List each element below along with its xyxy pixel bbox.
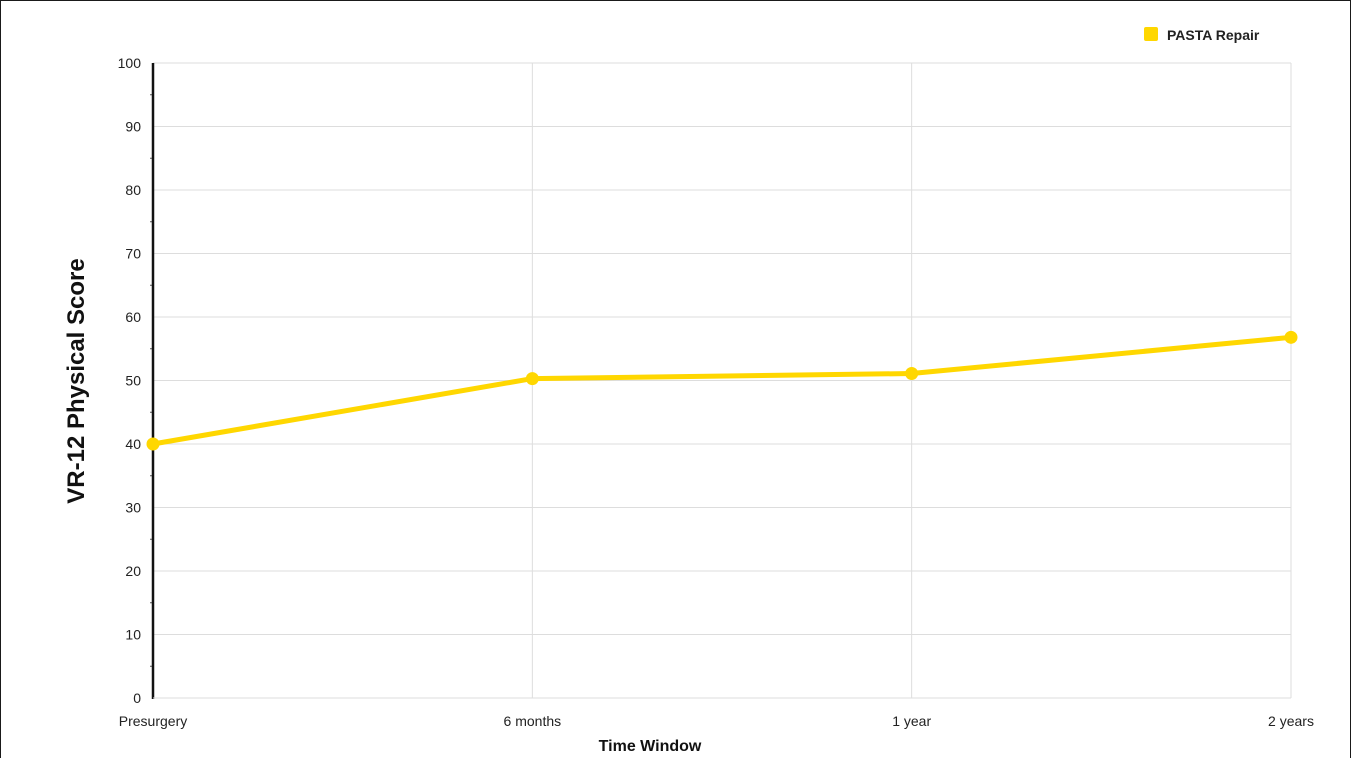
data-point-0[interactable]	[146, 437, 160, 451]
x-tick-label-0: Presurgery	[119, 713, 187, 729]
y-tick-label-60: 60	[125, 309, 141, 325]
gridlines	[153, 62, 1292, 698]
y-tick-label-30: 30	[125, 500, 141, 516]
y-tick-label-0: 0	[133, 690, 141, 706]
data-point-3[interactable]	[1284, 330, 1298, 344]
legend-label-pasta-repair: PASTA Repair	[1167, 27, 1260, 43]
y-tick-label-80: 80	[125, 182, 141, 198]
y-axis-title: VR-12 Physical Score	[63, 258, 90, 503]
y-tick-label-100: 100	[118, 55, 142, 71]
series-layer	[146, 330, 1298, 451]
data-point-1[interactable]	[525, 372, 539, 386]
legend-swatch	[1144, 27, 1158, 41]
series-line-0	[150, 334, 1294, 447]
y-tick-label-90: 90	[125, 119, 141, 135]
y-tick-label-20: 20	[125, 563, 141, 579]
y-axis: 0 10 20 30 40 50 60 70 80 90 100	[118, 55, 155, 706]
legend: PASTA Repair	[1144, 27, 1260, 43]
y-tick-label-70: 70	[125, 246, 141, 262]
x-axis-title: Time Window	[599, 738, 702, 755]
y-tick-label-40: 40	[125, 436, 141, 452]
x-tick-label-2: 1 year	[892, 713, 931, 729]
x-tick-label-3: 2 years	[1268, 713, 1314, 729]
y-tick-label-50: 50	[125, 373, 141, 389]
x-tick-label-1: 6 months	[504, 713, 562, 729]
x-axis: Presurgery 6 months 1 year 2 years	[119, 697, 1314, 729]
data-point-2[interactable]	[905, 367, 919, 381]
y-tick-label-10: 10	[125, 627, 141, 643]
